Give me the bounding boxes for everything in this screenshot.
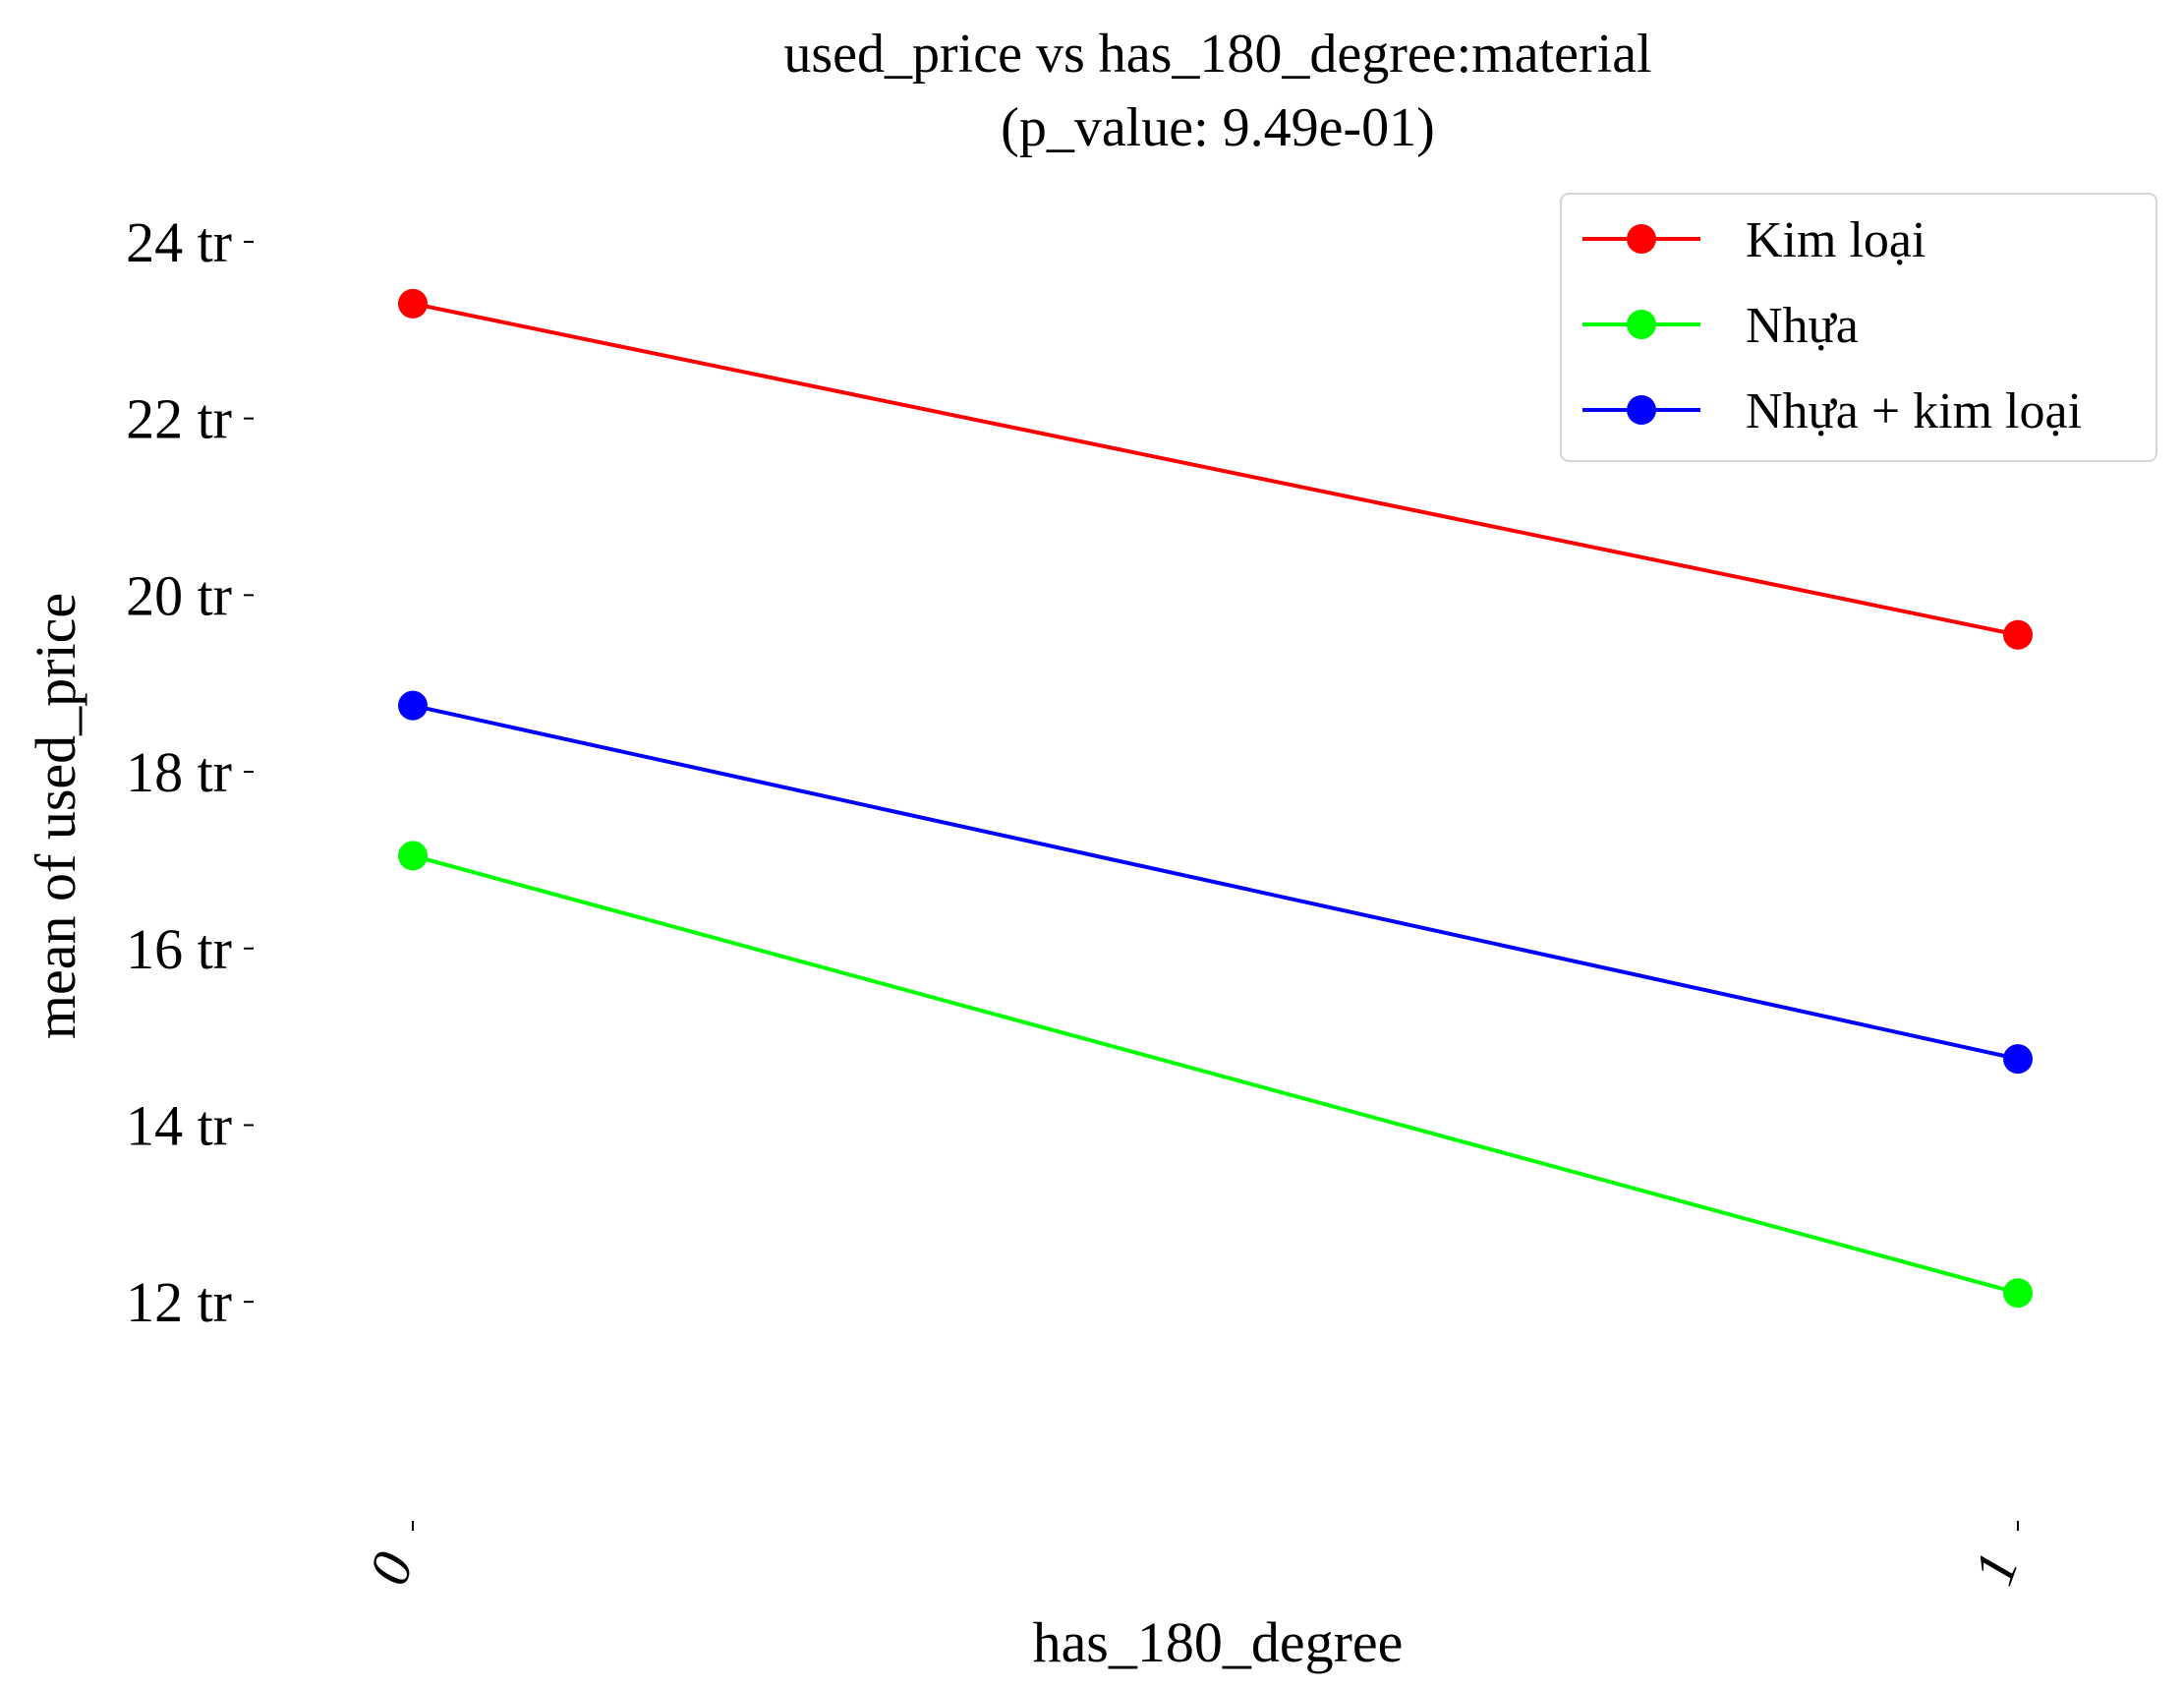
y-tick-label: 14 tr <box>126 1093 232 1157</box>
series-group <box>398 288 2033 650</box>
y-tick-label: 24 tr <box>126 210 232 274</box>
y-axis-label: mean of used_price <box>24 593 87 1039</box>
y-tick-label: 18 tr <box>126 740 232 804</box>
legend-item: Nhựa + kim loại <box>1582 383 2082 439</box>
y-tick-label: 16 tr <box>126 917 232 981</box>
data-point <box>2003 1044 2033 1075</box>
series-group <box>398 841 2033 1309</box>
legend-frame <box>1560 193 2157 462</box>
legend-label: Nhựa + kim loại <box>1746 383 2082 439</box>
legend: Kim loại Nhựa Nhựa + kim loại <box>1560 193 2157 462</box>
legend-item: Kim loại <box>1582 212 1925 268</box>
data-point <box>2003 1278 2033 1309</box>
series-line <box>412 301 2019 637</box>
y-tick-label: 22 tr <box>126 387 232 451</box>
legend-marker <box>1627 310 1656 339</box>
series-layer <box>398 288 2033 1309</box>
data-point <box>398 690 428 721</box>
legend-label: Kim loại <box>1746 212 1925 268</box>
legend-marker <box>1627 224 1656 254</box>
legend-item: Nhựa <box>1582 298 1859 354</box>
data-point <box>398 288 428 319</box>
x-tick-label: 0 <box>356 1544 426 1593</box>
x-axis-label: has_180_degree <box>1033 1610 1404 1674</box>
legend-marker <box>1627 395 1656 425</box>
y-axis-ticks: 12 tr 14 tr 16 tr 18 tr 20 tr 22 tr 24 tr <box>126 210 254 1334</box>
series-group <box>398 690 2033 1075</box>
y-tick-label: 12 tr <box>126 1270 232 1334</box>
series-line <box>412 703 2019 1062</box>
legend-label: Nhựa <box>1746 298 1859 354</box>
x-tick-label: 1 <box>1961 1544 2031 1593</box>
data-point <box>2003 619 2033 650</box>
data-point <box>398 841 428 871</box>
chart-title-line: used_price vs has_180_degree:material <box>783 24 1651 85</box>
chart-title: used_price vs has_180_degree:material (p… <box>783 24 1651 158</box>
series-line <box>412 853 2019 1296</box>
y-tick-label: 20 tr <box>126 563 232 627</box>
chart-subtitle-line: (p_value: 9.49e-01) <box>1001 97 1435 158</box>
